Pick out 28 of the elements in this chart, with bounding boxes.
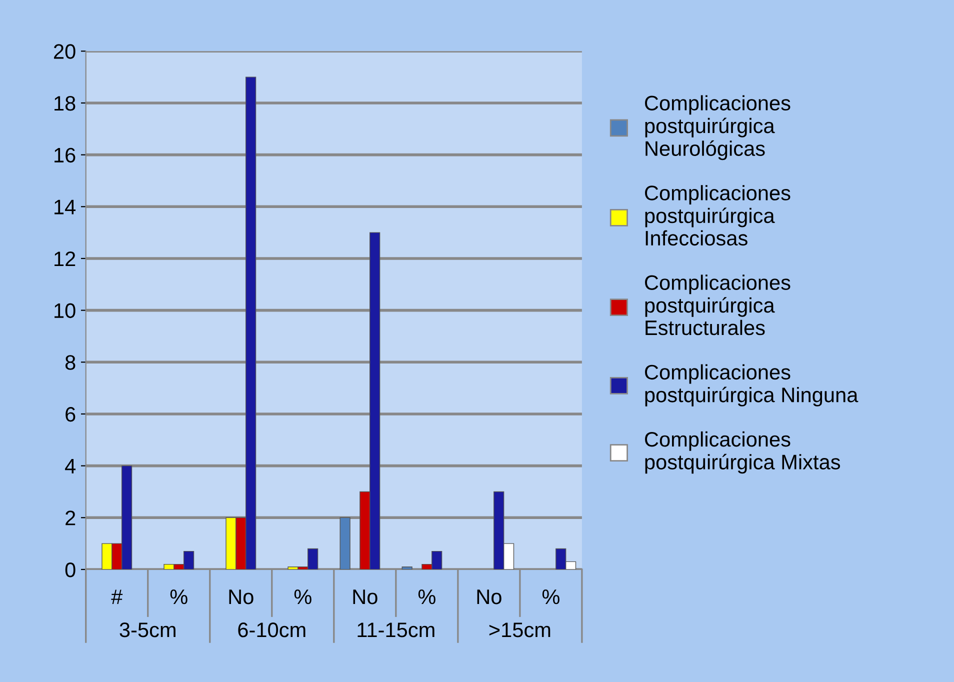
legend-label: Complicaciones postquirúrgica Infecciosas (645, 185, 790, 246)
y-tick-label: 20 (54, 44, 76, 59)
x-tick-label: % (294, 590, 312, 604)
legend-label: Complicaciones postquirúrgica Mixtas (645, 431, 840, 474)
y-tick-label: 0 (65, 562, 76, 578)
x-tick-label: % (418, 590, 436, 604)
legend-label: Complicaciones postquirúrgica Estructurales (645, 274, 790, 336)
y-tick-label: 10 (54, 303, 76, 318)
x-tick-label: No (229, 590, 254, 604)
text: 3-5cm (120, 622, 176, 638)
y-tick-label: 6 (66, 406, 76, 422)
y-tick-label: 14 (54, 200, 76, 214)
x-tick-label: No (353, 590, 378, 604)
x-tick-label: No (477, 590, 502, 604)
text: 6-10cm (238, 622, 306, 638)
legend-label: Complicaciones postquirúrgica Neurológicas (645, 95, 790, 160)
x-tick-label: # (111, 590, 123, 604)
y-tick-label: 16 (54, 148, 76, 163)
y-tick-label: 8 (65, 355, 76, 370)
y-tick-label: 18 (54, 96, 76, 111)
text: 11-15cm (358, 622, 434, 638)
x-tick-label: % (170, 590, 188, 604)
y-tick-label: 4 (65, 459, 76, 474)
text: >15cm (489, 622, 550, 638)
x-tick-label: % (542, 590, 560, 604)
legend-label: Complicaciones postquirúrgica Ninguna (645, 364, 858, 406)
y-tick-label: 2 (66, 510, 76, 526)
y-tick-label: 12 (54, 251, 76, 266)
